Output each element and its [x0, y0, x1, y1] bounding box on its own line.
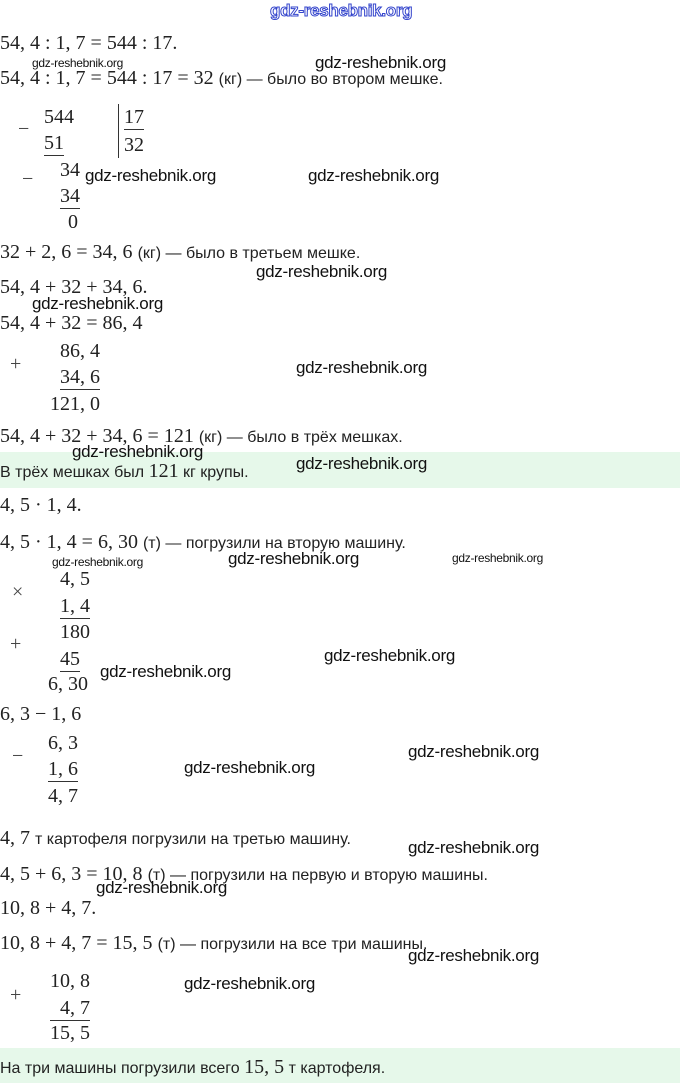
- watermark: gdz-reshebnik.org: [408, 838, 539, 857]
- watermark: gdz-reshebnik.org: [308, 166, 439, 185]
- factor: 4, 5: [60, 568, 90, 590]
- text-segment: В трёх мешках был: [0, 464, 149, 481]
- math-expression: 54, 4 : 1, 7 = 544 : 17.: [0, 32, 178, 54]
- subtrahend: 34: [60, 185, 80, 209]
- math-expression: 54, 4 + 32 = 86, 4: [0, 312, 143, 334]
- math-expression: 10, 8 + 4, 7.: [0, 897, 97, 919]
- math-expression: 4, 5 · 1, 4 = 6, 30: [0, 531, 143, 553]
- math-expression: 4, 7: [0, 827, 35, 849]
- solution-line: 10, 8 + 4, 7.: [0, 896, 96, 922]
- plus-sign: +: [10, 353, 22, 375]
- answer-line: В трёх мешках был 121 кг крупы.: [0, 459, 249, 485]
- divisor: 17: [124, 106, 144, 130]
- watermark: gdz-reshebnik.org: [296, 358, 427, 377]
- partial-product: 180: [60, 621, 90, 643]
- answer-line: На три машины погрузили всего 15, 5 т ка…: [0, 1055, 385, 1081]
- text-segment: На три машины погрузили всего: [0, 1060, 245, 1077]
- watermark: gdz-reshebnik.org: [256, 262, 387, 281]
- math-expression: 4, 5 + 6, 3 = 10, 8: [0, 863, 148, 885]
- subtrahend: 51: [44, 132, 64, 156]
- minus-sign: −: [18, 118, 30, 140]
- addend: 4, 7: [50, 996, 90, 1021]
- solution-line: 54, 4 : 1, 7 = 544 : 17.: [0, 31, 177, 57]
- solution-line: 54, 4 : 1, 7 = 544 : 17 = 32 (кг) — было…: [0, 66, 443, 92]
- text-segment: т картофеля.: [284, 1060, 386, 1077]
- math-expression: 32 + 2, 6 = 34, 6: [0, 241, 138, 263]
- site-watermark-header: gdz-reshebnik.org: [269, 1, 413, 21]
- answer-highlight-1: [0, 452, 680, 488]
- math-expression: 54, 4 + 32 + 34, 6 = 121: [0, 425, 199, 447]
- subtrahend: 1, 6: [48, 758, 78, 782]
- watermark: gdz-reshebnik.org: [52, 555, 143, 569]
- solution-line: 4, 5 · 1, 4.: [0, 493, 82, 519]
- watermark: gdz-reshebnik.org: [184, 974, 315, 993]
- remainder: 0: [68, 211, 78, 233]
- text-segment: (кг) — было в третьем мешке.: [137, 245, 361, 262]
- minus-sign: −: [12, 745, 24, 767]
- remainder: 34: [60, 159, 80, 181]
- times-sign: ×: [12, 581, 24, 603]
- solution-line: 4, 7 т картофеля погрузили на третью маш…: [0, 826, 351, 852]
- math-expression: 6, 3 − 1, 6: [0, 703, 82, 725]
- solution-line: 54, 4 + 32 = 86, 4: [0, 311, 143, 337]
- watermark: gdz-reshebnik.org: [408, 946, 539, 965]
- solution-line: 4, 5 · 1, 4 = 6, 30 (т) — погрузили на в…: [0, 530, 406, 556]
- watermark: gdz-reshebnik.org: [408, 742, 539, 761]
- text-segment: (т) — погрузили на все три машины.: [157, 936, 428, 953]
- text-segment: (кг) — было в трёх мешках.: [198, 429, 403, 446]
- watermark: gdz-reshebnik.org: [100, 662, 231, 681]
- solution-line: 4, 5 + 6, 3 = 10, 8 (т) — погрузили на п…: [0, 862, 488, 888]
- watermark: gdz-reshebnik.org: [452, 551, 543, 565]
- watermark: gdz-reshebnik.org: [85, 166, 216, 185]
- solution-line: 54, 4 + 32 + 34, 6.: [0, 275, 148, 301]
- math-expression: 10, 8 + 4, 7 = 15, 5: [0, 932, 158, 954]
- math-expression: 15, 5: [244, 1056, 285, 1078]
- addend: 86, 4: [60, 340, 100, 362]
- solution-line: 6, 3 − 1, 6: [0, 702, 81, 728]
- division-bar: [118, 104, 119, 158]
- addend: 10, 8: [50, 970, 90, 992]
- watermark: gdz-reshebnik.org: [32, 56, 123, 70]
- answer-highlight-2: [0, 1048, 680, 1083]
- partial-product: 45: [60, 648, 80, 672]
- plus-sign: +: [10, 633, 22, 655]
- minuend: 6, 3: [48, 732, 78, 754]
- solution-line: 32 + 2, 6 = 34, 6 (кг) — было в третьем …: [0, 240, 360, 266]
- watermark: gdz-reshebnik.org: [296, 454, 427, 473]
- math-expression: 54, 4 + 32 + 34, 6.: [0, 276, 148, 298]
- text-segment: (т) — погрузили на первую и вторую машин…: [147, 867, 488, 884]
- math-expression: 121: [148, 460, 179, 482]
- watermark: gdz-reshebnik.org: [324, 646, 455, 665]
- text-segment: (кг) — было во втором мешке.: [218, 71, 443, 88]
- text-segment: (т) — погрузили на вторую машину.: [142, 535, 406, 552]
- watermark: gdz-reshebnik.org: [228, 549, 359, 568]
- minus-sign: −: [22, 168, 34, 190]
- watermark: gdz-reshebnik.org: [315, 53, 446, 72]
- difference: 4, 7: [48, 785, 78, 807]
- math-expression: 54, 4 : 1, 7 = 544 : 17 = 32: [0, 67, 219, 89]
- product: 6, 30: [48, 673, 88, 695]
- solution-line: 10, 8 + 4, 7 = 15, 5 (т) — погрузили на …: [0, 931, 427, 957]
- factor: 1, 4: [60, 595, 90, 619]
- watermark: gdz-reshebnik.org: [184, 758, 315, 777]
- math-expression: 4, 5 · 1, 4.: [0, 494, 82, 516]
- watermark: gdz-reshebnik.org: [96, 878, 227, 897]
- watermark: gdz-reshebnik.org: [32, 294, 163, 313]
- sum: 15, 5: [50, 1022, 90, 1044]
- addend: 34, 6: [60, 366, 100, 390]
- dividend: 544: [44, 106, 74, 128]
- watermark: gdz-reshebnik.org: [72, 442, 203, 461]
- text-segment: кг крупы.: [178, 464, 249, 481]
- solution-line: 54, 4 + 32 + 34, 6 = 121 (кг) — было в т…: [0, 424, 403, 450]
- plus-sign: +: [10, 984, 22, 1006]
- quotient: 32: [124, 134, 144, 156]
- sum: 121, 0: [50, 393, 100, 415]
- text-segment: т картофеля погрузили на третью машину.: [35, 831, 351, 848]
